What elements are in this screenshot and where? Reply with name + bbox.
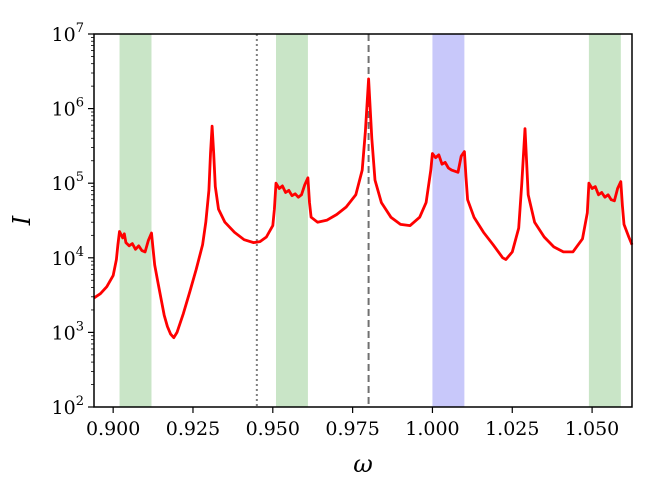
x-tick-label: 1.050	[565, 418, 619, 440]
y-tick-label: 102	[52, 394, 84, 419]
y-tick-label: 106	[52, 96, 84, 121]
x-tick-label: 0.950	[246, 418, 300, 440]
x-tick-label: 0.925	[166, 418, 220, 440]
y-tick-label: 105	[52, 170, 84, 195]
x-axis-label: ω	[353, 450, 373, 478]
band-3	[588, 34, 621, 407]
series-line-0	[93, 77, 634, 340]
x-tick-label: 1.000	[405, 418, 459, 440]
reference-lines	[255, 34, 370, 407]
x-tick-label: 1.025	[485, 418, 539, 440]
y-tick-label: 107	[52, 21, 84, 46]
x-axis-ticks: 0.900 0.925 0.950 0.975 1.000 1.025 1.050	[86, 407, 619, 440]
band-1	[275, 34, 308, 407]
y-tick-label: 103	[52, 319, 84, 344]
y-tick-label: 104	[52, 245, 84, 270]
y-axis-label: I	[8, 215, 36, 226]
band-2	[432, 34, 465, 407]
y-axis-ticks: 102 103 104 105 106 107	[52, 21, 94, 419]
series-layer	[93, 77, 634, 340]
x-tick-label: 0.975	[325, 418, 379, 440]
band-0	[119, 34, 152, 407]
plot-frame	[93, 33, 633, 408]
x-tick-label: 0.900	[86, 418, 140, 440]
shaded-bands	[119, 34, 621, 407]
